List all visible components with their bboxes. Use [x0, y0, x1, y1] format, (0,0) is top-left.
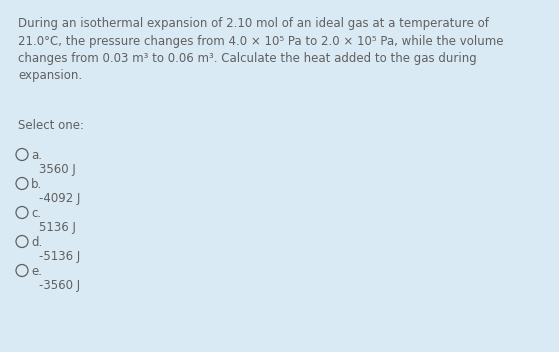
- Text: expansion.: expansion.: [18, 69, 82, 82]
- Text: changes from 0.03 m³ to 0.06 m³. Calculate the heat added to the gas during: changes from 0.03 m³ to 0.06 m³. Calcula…: [18, 52, 477, 65]
- Text: 5136 J: 5136 J: [39, 221, 76, 234]
- Text: d.: d.: [31, 236, 42, 249]
- Text: b.: b.: [31, 178, 42, 191]
- Text: During an isothermal expansion of 2.10 mol of an ideal gas at a temperature of: During an isothermal expansion of 2.10 m…: [18, 17, 489, 30]
- Text: a.: a.: [31, 149, 42, 162]
- Text: -3560 J: -3560 J: [39, 279, 80, 292]
- Text: e.: e.: [31, 265, 42, 278]
- Text: 21.0°C, the pressure changes from 4.0 × 10⁵ Pa to 2.0 × 10⁵ Pa, while the volume: 21.0°C, the pressure changes from 4.0 × …: [18, 34, 504, 48]
- Text: 3560 J: 3560 J: [39, 163, 76, 176]
- Text: c.: c.: [31, 207, 41, 220]
- Text: Select one:: Select one:: [18, 119, 84, 132]
- Text: -4092 J: -4092 J: [39, 192, 80, 205]
- Text: -5136 J: -5136 J: [39, 250, 80, 263]
